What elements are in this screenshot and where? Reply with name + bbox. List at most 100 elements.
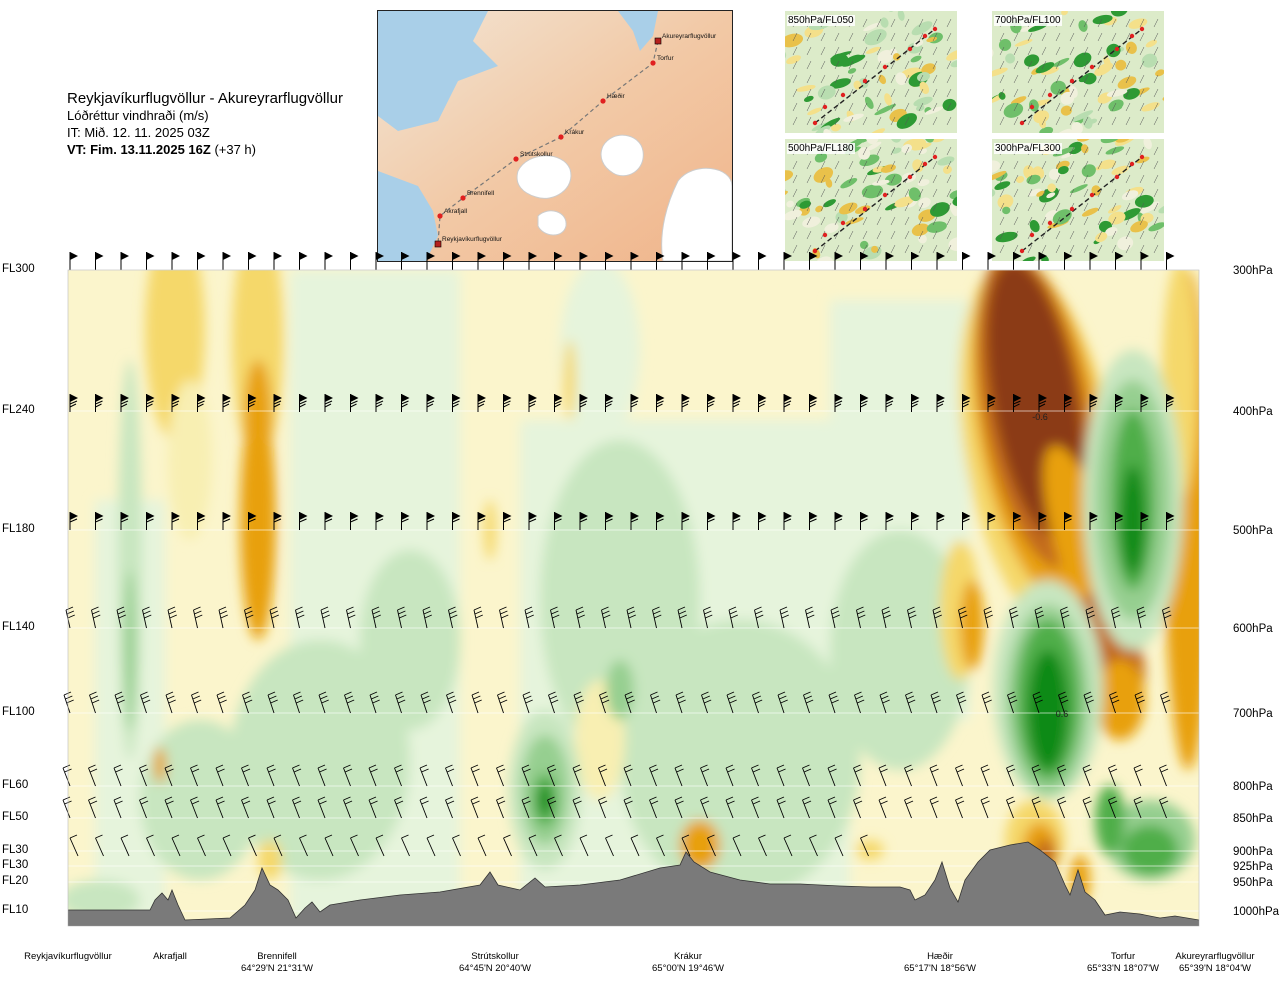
- thumb-route: [814, 28, 936, 124]
- thumb-barb: [1153, 216, 1159, 226]
- thumb-barb: [876, 46, 882, 56]
- thumb-barb: [918, 202, 924, 212]
- fl-label: FL60: [2, 779, 29, 791]
- thumb-barb: [1097, 230, 1103, 240]
- wind-barb: [1082, 796, 1092, 819]
- thumb-barb: [820, 46, 826, 56]
- wind-barb: [496, 764, 506, 787]
- thumb-barb: [932, 230, 938, 240]
- thumbnail-700[interactable]: 700hPa/FL100: [992, 11, 1164, 133]
- thumb-field: [817, 85, 836, 100]
- wind-barb: [547, 764, 557, 787]
- thumb-waypoint: [840, 92, 846, 98]
- wind-barb: [860, 252, 869, 270]
- wind-barb: [426, 252, 435, 270]
- location-coord: 65°39'N 18°04'W: [1179, 963, 1251, 974]
- thumb-barb: [1111, 102, 1117, 112]
- thumb-barb: [1153, 46, 1159, 56]
- thumb-field: [872, 179, 890, 186]
- thumb-field: [884, 173, 902, 186]
- thumbnail-850[interactable]: 850hPa/FL050: [785, 11, 957, 133]
- route-map: Akureyrarflugvöllur Torfur Hæðir Krákur Strú…: [377, 10, 733, 262]
- thumb-field: [937, 156, 955, 166]
- wind-barb: [375, 394, 384, 412]
- thumb-barb: [876, 88, 882, 98]
- thumb-barb: [1139, 74, 1145, 84]
- thumb-barb: [1111, 18, 1117, 28]
- wind-barb: [368, 764, 378, 787]
- thumb-barb: [1097, 74, 1103, 84]
- fl-label: FL180: [2, 523, 35, 535]
- thumb-barb: [862, 244, 868, 254]
- thumb-barb: [918, 32, 924, 42]
- thumb-barb: [1027, 60, 1033, 70]
- wind-barb: [860, 834, 869, 857]
- thumb-barb: [1139, 46, 1145, 56]
- thumb-barb: [1153, 102, 1159, 112]
- wind-barb: [854, 691, 865, 714]
- wind-barb: [266, 764, 276, 787]
- wind-barb: [623, 764, 633, 787]
- thumb-field: [839, 202, 858, 215]
- fl-label: FL50: [2, 811, 29, 823]
- thumb-barb: [792, 74, 798, 84]
- thumb-barb: [1111, 74, 1117, 84]
- thumbnail-300-map: [992, 139, 1164, 261]
- thumb-waypoint: [907, 174, 913, 180]
- wind-barb: [1089, 512, 1098, 530]
- wind-barb: [904, 796, 914, 819]
- thumb-barb: [1069, 88, 1075, 98]
- contour-region: [258, 840, 282, 880]
- thumb-barb: [1027, 88, 1033, 98]
- thumb-barb: [904, 102, 910, 112]
- thumb-field: [994, 181, 1011, 190]
- thumb-barb: [918, 46, 924, 56]
- route-title: Reykjavíkurflugvöllur - Akureyrarflugvöl…: [67, 90, 343, 107]
- contour-region: [168, 380, 212, 540]
- wind-barb: [497, 691, 508, 714]
- thumbnail-300[interactable]: 300hPa/FL300: [992, 139, 1164, 261]
- location-label: Strútskollur 64°45'N 20°40'W: [435, 951, 555, 975]
- thumb-field: [813, 167, 834, 183]
- thumb-barb: [904, 160, 910, 170]
- thumb-field: [901, 144, 913, 154]
- thumb-field: [892, 53, 901, 61]
- wind-barb: [445, 796, 455, 819]
- thumb-barb: [834, 188, 840, 198]
- wind-barb: [222, 834, 232, 857]
- thumb-barb: [806, 60, 812, 70]
- thumb-waypoint: [1029, 232, 1035, 238]
- thumb-barb: [1097, 102, 1103, 112]
- thumb-barb: [876, 74, 882, 84]
- wind-barb: [503, 394, 512, 412]
- thumb-barb: [862, 60, 868, 70]
- thumb-field: [952, 194, 957, 207]
- thumb-route: [1021, 28, 1143, 124]
- wind-barb: [885, 512, 894, 530]
- wind-barb: [95, 394, 104, 412]
- wind-barb: [320, 606, 330, 629]
- wind-barb: [120, 394, 129, 412]
- thumb-barb: [999, 46, 1005, 56]
- location-name: Krákur: [674, 951, 702, 962]
- thumb-barb: [876, 188, 882, 198]
- wind-barb: [649, 764, 659, 787]
- wind-barb: [554, 512, 563, 530]
- thumb-field: [880, 17, 889, 28]
- thumb-barb: [918, 18, 924, 28]
- thumb-barb: [806, 116, 812, 126]
- thumb-waypoint: [932, 26, 938, 32]
- thumb-barb: [932, 32, 938, 42]
- wind-barb: [732, 394, 741, 412]
- thumb-barb: [820, 188, 826, 198]
- wind-barb: [728, 606, 738, 629]
- wind-barb: [528, 512, 537, 530]
- thumb-field: [1071, 110, 1094, 122]
- thumb-barb: [820, 74, 826, 84]
- thumb-field: [807, 107, 822, 116]
- thumb-field: [858, 147, 871, 160]
- wind-barb: [987, 394, 996, 412]
- thumb-barb: [1139, 216, 1145, 226]
- thumb-barb: [862, 160, 868, 170]
- wind-barb: [630, 834, 640, 857]
